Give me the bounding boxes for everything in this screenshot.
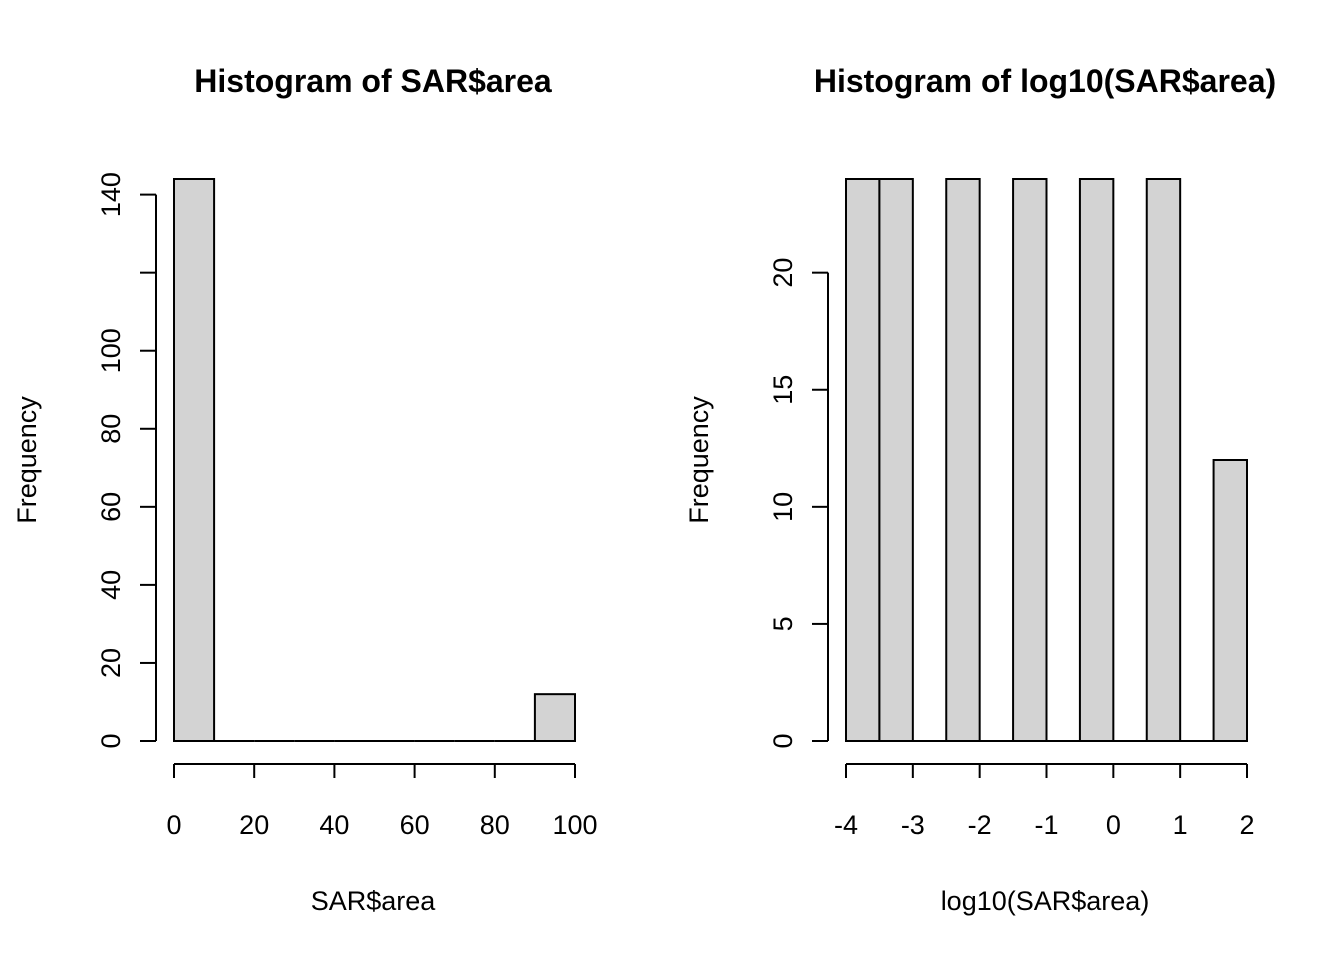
x-tick-label: -1	[1034, 810, 1058, 840]
histogram-bar	[878, 178, 914, 742]
x-tick-label: 60	[400, 810, 430, 840]
y-axis-label: Frequency	[12, 396, 42, 524]
y-tick-label: 15	[768, 375, 798, 405]
x-tick-label: -3	[901, 810, 925, 840]
y-tick-label: 80	[96, 414, 126, 444]
x-axis: 0 20 40 60 80 100	[166, 763, 598, 840]
x-tick-label: 0	[1106, 810, 1121, 840]
y-axis-label: Frequency	[684, 396, 714, 524]
x-tick-label: 40	[319, 810, 349, 840]
x-tick-label: -4	[834, 810, 858, 840]
x-axis: -4 -3 -2 -1 0 1 2	[834, 763, 1255, 840]
y-tick-label: 140	[96, 172, 126, 217]
chart-title: Histogram of log10(SAR$area)	[814, 63, 1276, 99]
bars-group	[173, 178, 577, 743]
y-tick-label: 0	[96, 733, 126, 748]
y-axis: 0 20 40 60 80 100 140	[96, 172, 157, 749]
histogram-bar	[945, 178, 981, 742]
histogram-bar	[1145, 178, 1182, 742]
y-tick-label: 10	[768, 492, 798, 522]
x-tick-label: 20	[239, 810, 269, 840]
y-tick-label: 20	[96, 648, 126, 678]
x-tick-label: -2	[968, 810, 992, 840]
histogram-panel-area: Histogram of SAR$area SAR$area Frequency…	[12, 63, 598, 916]
y-tick-label: 5	[768, 616, 798, 631]
histogram-bar	[845, 178, 881, 742]
y-tick-label: 100	[96, 328, 126, 373]
x-tick-label: 2	[1239, 810, 1254, 840]
y-axis: 0 5 10 15 20	[768, 258, 829, 749]
x-tick-label: 100	[552, 810, 597, 840]
y-tick-label: 0	[768, 733, 798, 748]
x-tick-label: 80	[480, 810, 510, 840]
histogram-bar	[173, 178, 216, 742]
histogram-panel-log-area: Histogram of log10(SAR$area) log10(SAR$a…	[684, 63, 1276, 916]
bars-group	[845, 178, 1249, 742]
y-tick-label: 40	[96, 570, 126, 600]
chart-title: Histogram of SAR$area	[194, 63, 552, 99]
x-tick-label: 0	[166, 810, 181, 840]
histogram-bar	[533, 693, 577, 743]
x-axis-label: log10(SAR$area)	[941, 886, 1150, 916]
y-tick-label: 20	[768, 258, 798, 288]
x-tick-label: 1	[1173, 810, 1188, 840]
histogram-bar	[1078, 178, 1115, 742]
y-tick-label: 60	[96, 492, 126, 522]
x-axis-label: SAR$area	[311, 886, 437, 916]
histogram-bar	[1212, 459, 1249, 742]
histogram-bar	[1012, 178, 1048, 742]
